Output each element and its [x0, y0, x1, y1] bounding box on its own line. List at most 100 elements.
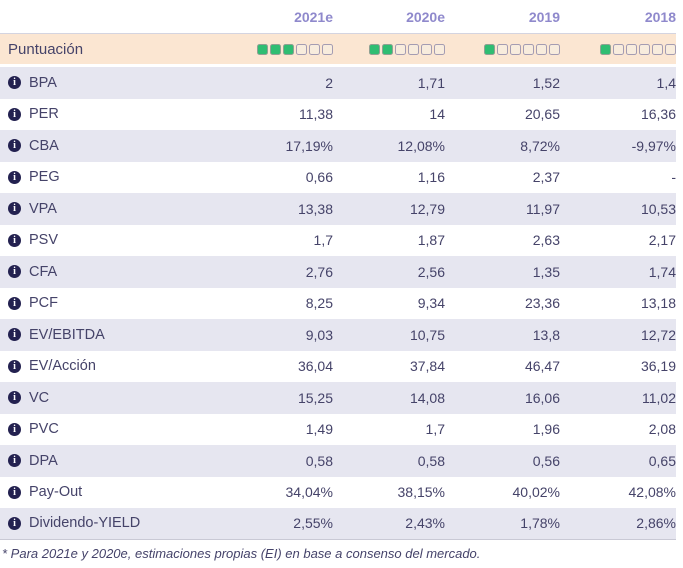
metric-value: 1,78% [520, 515, 560, 532]
metric-label: Dividendo-YIELD [29, 515, 141, 532]
metric-value: 11,02 [642, 389, 676, 406]
metric-label-cell: i VC [0, 390, 221, 406]
score-square-empty [421, 43, 432, 55]
info-icon[interactable]: i [8, 516, 21, 530]
metric-value: 34,04% [285, 484, 333, 501]
metric-label: CFA [29, 263, 58, 280]
metric-value: 0,66 [305, 169, 333, 186]
metric-value: 2,17 [648, 232, 676, 249]
metric-value: 46,47 [524, 358, 560, 375]
info-icon[interactable]: i [8, 422, 21, 436]
score-square-empty [322, 43, 333, 55]
metric-label-cell: i Pay-Out [0, 484, 221, 500]
info-icon[interactable]: i [8, 139, 21, 153]
metric-value: 23,36 [524, 295, 560, 312]
score-square-empty [523, 43, 534, 55]
metric-value: 36,19 [640, 358, 676, 375]
score-square-empty [434, 43, 445, 55]
metric-value: 10,53 [640, 200, 676, 217]
metric-label-cell: i EV/Acción [0, 358, 221, 374]
metric-value: 9,03 [305, 326, 333, 343]
metric-value: 2,76 [305, 263, 333, 280]
metric-value: 11,38 [299, 106, 333, 123]
metric-label-cell: i BPA [0, 75, 221, 91]
table-header-row: 2021e 2020e 2019 2018 [0, 0, 676, 34]
table-row: i DPA 0,58 0,58 0,56 0,65 [0, 445, 676, 477]
table-row: i PEG 0,66 1,16 2,37 - [0, 162, 676, 194]
score-squares-2020e [333, 43, 445, 55]
metric-value: 14 [429, 106, 445, 123]
info-icon[interactable]: i [8, 202, 21, 216]
score-square-empty [549, 43, 560, 55]
column-header-2019: 2019 [528, 8, 560, 25]
metric-value: 12,79 [409, 200, 445, 217]
score-square-filled [283, 43, 294, 55]
info-icon[interactable]: i [8, 391, 21, 405]
info-icon[interactable]: i [8, 296, 21, 310]
metric-value: 8,25 [305, 295, 333, 312]
score-square-empty [497, 43, 508, 55]
footnote: * Para 2021e y 2020e, estimaciones propi… [2, 545, 481, 561]
info-icon[interactable]: i [8, 359, 21, 373]
metric-value: 2,63 [532, 232, 560, 249]
metric-label-cell: i PVC [0, 421, 221, 437]
metric-value: 1,49 [305, 421, 333, 438]
metric-value: 40,02% [512, 484, 560, 501]
metric-label: EV/Acción [29, 358, 96, 375]
metric-value: 20,65 [524, 106, 560, 123]
metric-value: 2,43% [405, 515, 445, 532]
score-row: Puntuación [0, 34, 676, 64]
info-icon[interactable]: i [8, 454, 21, 468]
info-icon[interactable]: i [8, 76, 21, 90]
score-square-empty [536, 43, 547, 55]
metric-value: 38,15% [397, 484, 445, 501]
metric-value: 2,55% [293, 515, 333, 532]
metric-value: - [671, 169, 676, 186]
metric-value: 11,97 [526, 200, 560, 217]
metric-value: 16,06 [524, 389, 560, 406]
metric-value: 0,58 [417, 452, 445, 469]
metric-label: BPA [29, 74, 57, 91]
metric-value: 2,37 [532, 169, 560, 186]
metric-label: PER [29, 106, 59, 123]
table-row: i Dividendo-YIELD 2,55% 2,43% 1,78% 2,86% [0, 508, 676, 540]
metric-label-cell: i PSV [0, 232, 221, 248]
metric-value: 1,7 [313, 232, 333, 249]
metric-label: VPA [29, 200, 57, 217]
metric-value: 1,4 [656, 74, 676, 91]
column-header-2020e: 2020e [406, 8, 445, 25]
score-square-filled [270, 43, 281, 55]
metric-value: 2,08 [648, 421, 676, 438]
metric-label: PSV [29, 232, 59, 249]
info-icon[interactable]: i [8, 233, 21, 247]
info-icon[interactable]: i [8, 265, 21, 279]
score-square-filled [382, 43, 393, 55]
metric-value: -9,97% [631, 137, 676, 154]
table-row: i Pay-Out 34,04% 38,15% 40,02% 42,08% [0, 477, 676, 509]
metric-value: 15,25 [297, 389, 333, 406]
score-square-empty [510, 43, 521, 55]
info-icon[interactable]: i [8, 170, 21, 184]
metric-value: 1,52 [532, 74, 560, 91]
table-row: i PVC 1,49 1,7 1,96 2,08 [0, 414, 676, 446]
score-square-empty [665, 43, 676, 55]
metric-label: VC [29, 389, 50, 406]
info-icon[interactable]: i [8, 485, 21, 499]
metric-value: 12,72 [640, 326, 676, 343]
metric-value: 42,08% [628, 484, 676, 501]
table-row: i VC 15,25 14,08 16,06 11,02 [0, 382, 676, 414]
metric-label-cell: i PER [0, 106, 221, 122]
score-square-empty [408, 43, 419, 55]
score-square-filled [484, 43, 495, 55]
metric-value: 37,84 [409, 358, 445, 375]
metric-value: 8,72% [520, 137, 560, 154]
info-icon[interactable]: i [8, 328, 21, 342]
score-square-empty [309, 43, 320, 55]
table-row: i PER 11,38 14 20,65 16,36 [0, 99, 676, 131]
metric-label-cell: i DPA [0, 453, 221, 469]
score-square-empty [395, 43, 406, 55]
metric-value: 10,75 [409, 326, 445, 343]
info-icon[interactable]: i [8, 107, 21, 121]
metric-value: 13,18 [640, 295, 676, 312]
metric-label: CBA [29, 137, 59, 154]
